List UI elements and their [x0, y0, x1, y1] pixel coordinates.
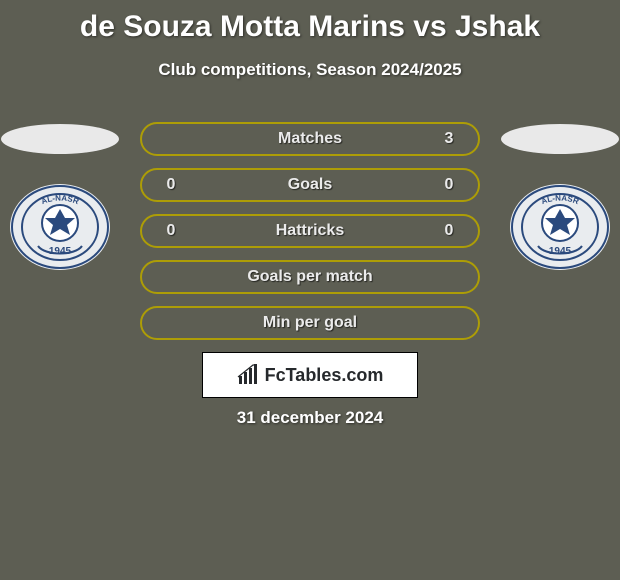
stat-right-value: 0 — [434, 222, 464, 240]
svg-text:1945: 1945 — [49, 246, 72, 257]
brand-text: FcTables.com — [265, 365, 384, 386]
stat-row: Goals per match — [140, 260, 480, 294]
stat-left-value: 0 — [156, 176, 186, 194]
stat-list: Matches 3 0 Goals 0 0 Hattricks 0 Goals … — [140, 122, 480, 352]
left-player-column: AL-NASR 1945 — [0, 124, 120, 270]
stat-right-value: 3 — [434, 130, 464, 148]
club-logo-left: AL-NASR 1945 — [10, 184, 110, 270]
stat-label: Goals per match — [186, 268, 434, 286]
stat-right-value: 0 — [434, 176, 464, 194]
stat-left-value: 0 — [156, 222, 186, 240]
footer-date: 31 december 2024 — [0, 408, 620, 428]
stat-label: Matches — [186, 130, 434, 148]
stat-label: Goals — [186, 176, 434, 194]
bar-chart-icon — [237, 364, 259, 386]
stat-label: Min per goal — [186, 314, 434, 332]
stat-row: Matches 3 — [140, 122, 480, 156]
brand-attribution[interactable]: FcTables.com — [202, 352, 418, 398]
stat-label: Hattricks — [186, 222, 434, 240]
player-ellipse-right — [501, 124, 619, 154]
right-player-column: AL-NASR 1945 — [500, 124, 620, 270]
page-subtitle: Club competitions, Season 2024/2025 — [0, 60, 620, 80]
club-logo-right: AL-NASR 1945 — [510, 184, 610, 270]
player-ellipse-left — [1, 124, 119, 154]
page-title: de Souza Motta Marins vs Jshak — [0, 0, 620, 44]
svg-text:1945: 1945 — [549, 246, 572, 257]
stat-row: Min per goal — [140, 306, 480, 340]
stat-row: 0 Goals 0 — [140, 168, 480, 202]
stat-row: 0 Hattricks 0 — [140, 214, 480, 248]
